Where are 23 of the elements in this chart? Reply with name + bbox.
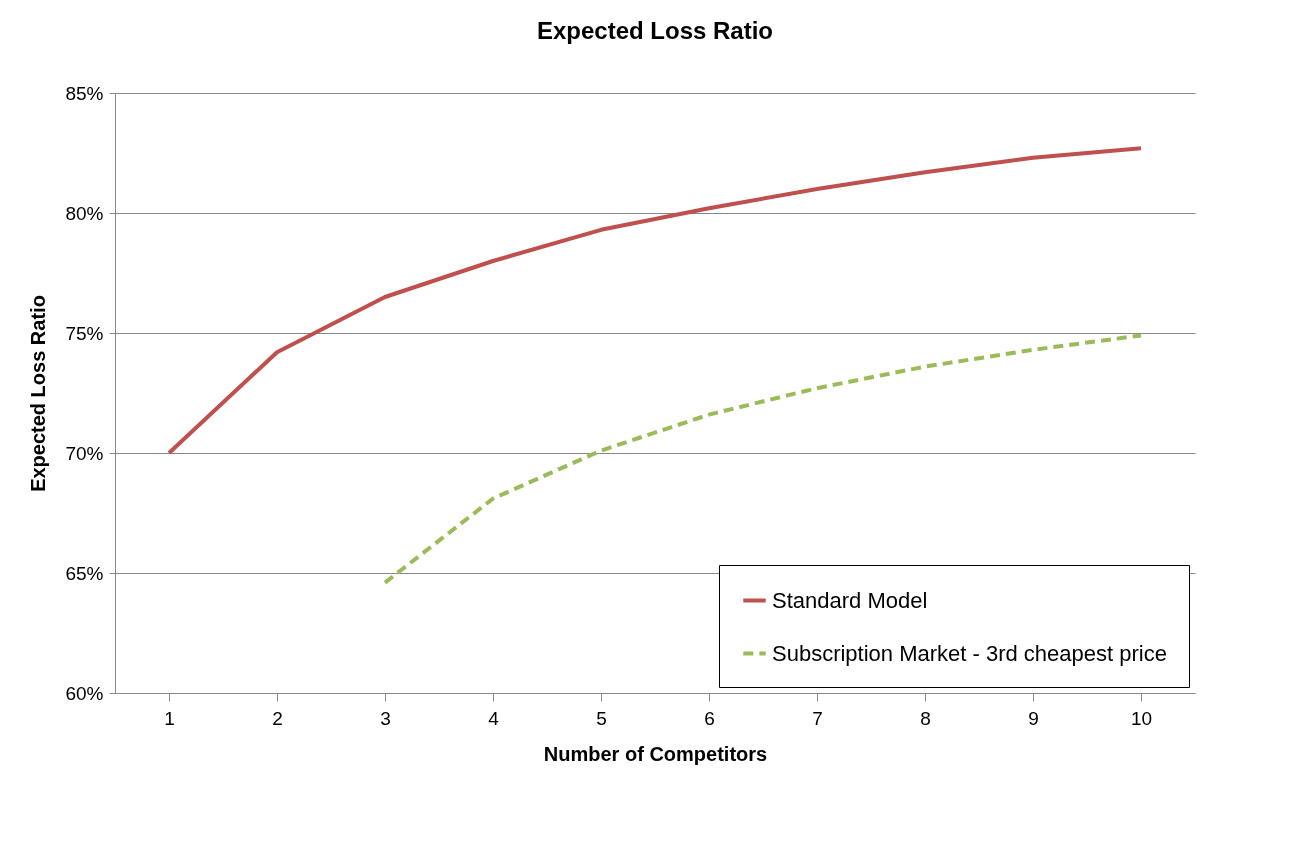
y-axis-title: Expected Loss Ratio (27, 295, 50, 492)
legend-label: Standard Model (772, 587, 928, 613)
y-tick-label: 75% (65, 322, 104, 344)
x-tick-label: 10 (1130, 707, 1153, 729)
x-tick-label: 3 (380, 707, 391, 729)
chart-title: Expected Loss Ratio (536, 17, 774, 44)
y-tick-label: 70% (65, 442, 104, 464)
x-tick-label: 2 (272, 707, 283, 729)
line-series (167, 146, 1143, 455)
line-series (383, 333, 1143, 585)
y-tick-label: 60% (65, 682, 104, 704)
x-tick-label: 1 (164, 707, 175, 729)
y-tick-label: 65% (65, 562, 104, 584)
legend-label: Subscription Market - 3rd cheapest price (772, 640, 1167, 666)
x-tick-label: 7 (812, 707, 823, 729)
y-tick-label: 80% (65, 202, 104, 224)
y-tick-label: 85% (65, 82, 104, 104)
x-tick-label: 9 (1028, 707, 1039, 729)
x-tick-label: 8 (920, 707, 931, 729)
x-tick-label: 4 (488, 707, 500, 729)
x-axis-title: Number of Competitors (543, 742, 768, 765)
x-tick-label: 5 (596, 707, 607, 729)
x-tick-label: 6 (704, 707, 715, 729)
